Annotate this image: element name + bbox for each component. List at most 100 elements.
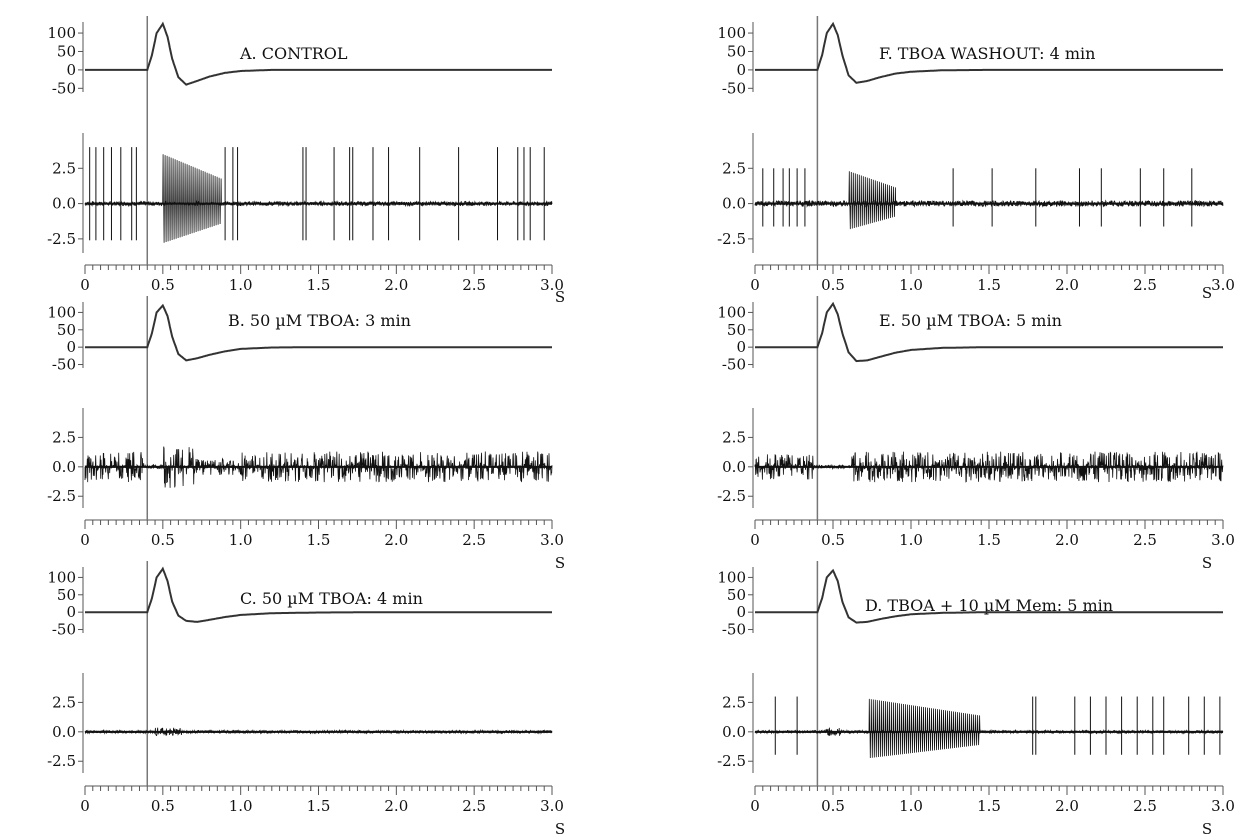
lower-y-tick-label: 0.0 xyxy=(52,723,76,741)
upper-y-tick-label: -50 xyxy=(722,356,746,374)
panel-title: B. 50 µM TBOA: 3 min xyxy=(228,311,411,330)
upper-y-tick-label: 50 xyxy=(727,42,746,60)
x-tick-label: 2.5 xyxy=(1133,797,1157,815)
x-tick-label: 2.5 xyxy=(462,531,486,549)
upper-y-tick-label: 0 xyxy=(66,61,76,79)
lower-y-tick-label: -2.5 xyxy=(717,487,746,505)
x-tick-label: 0 xyxy=(80,797,90,815)
panel-title: F. TBOA WASHOUT: 4 min xyxy=(879,44,1095,63)
panel-title: A. CONTROL xyxy=(239,44,348,63)
x-tick-label: 3.0 xyxy=(540,276,564,294)
x-tick-label: 1.5 xyxy=(977,797,1001,815)
spike-trace xyxy=(84,446,553,488)
upper-y-tick-label: 100 xyxy=(717,24,746,42)
field-potential-trace xyxy=(85,566,552,623)
lower-y-tick-label: -2.5 xyxy=(717,752,746,770)
x-tick-label: 1.5 xyxy=(977,531,1001,549)
field-potential-trace xyxy=(755,21,1223,84)
x-tick-label: 0 xyxy=(750,531,760,549)
upper-y-tick-label: -50 xyxy=(722,621,746,639)
x-tick-label: 0 xyxy=(750,276,760,294)
x-tick-label: 3.0 xyxy=(540,531,564,549)
upper-y-tick-label: 100 xyxy=(717,568,746,586)
upper-y-tick-label: -50 xyxy=(722,79,746,97)
upper-y-tick-label: 50 xyxy=(727,321,746,339)
x-tick-label: 0.5 xyxy=(821,531,845,549)
x-tick-label: 0.5 xyxy=(151,797,175,815)
upper-y-tick-label: 0 xyxy=(66,338,76,356)
x-tick-label: 1.5 xyxy=(307,531,331,549)
x-tick-label: 2.0 xyxy=(1055,531,1079,549)
lower-y-tick-label: 0.0 xyxy=(722,723,746,741)
spike-trace xyxy=(754,171,1224,230)
upper-y-tick-label: 50 xyxy=(57,321,76,339)
lower-y-tick-label: -2.5 xyxy=(47,230,76,248)
lower-y-tick-label: -2.5 xyxy=(47,752,76,770)
upper-y-tick-label: -50 xyxy=(52,621,76,639)
x-tick-label: 0.5 xyxy=(151,276,175,294)
lower-y-tick-label: 0.0 xyxy=(52,458,76,476)
x-tick-label: 1.0 xyxy=(899,276,923,294)
upper-y-tick-label: 100 xyxy=(47,24,76,42)
x-tick-label: 2.0 xyxy=(1055,797,1079,815)
spike-trace xyxy=(754,451,1224,483)
panel-title: E. 50 µM TBOA: 5 min xyxy=(879,311,1062,330)
x-tick-label: 1.0 xyxy=(229,797,253,815)
x-tick-label: 0 xyxy=(80,276,90,294)
x-tick-label: 2.0 xyxy=(384,276,408,294)
x-tick-label: 3.0 xyxy=(1211,797,1235,815)
x-axis-label: S xyxy=(1202,820,1212,838)
x-tick-label: 1.0 xyxy=(899,531,923,549)
x-tick-label: 1.5 xyxy=(307,276,331,294)
x-tick-label: 3.0 xyxy=(1211,531,1235,549)
x-tick-label: 2.5 xyxy=(1133,276,1157,294)
x-tick-label: 2.5 xyxy=(462,797,486,815)
x-tick-label: 2.0 xyxy=(384,531,408,549)
lower-y-tick-label: 2.5 xyxy=(722,428,746,446)
upper-y-tick-label: 0 xyxy=(66,603,76,621)
upper-y-tick-label: 50 xyxy=(57,42,76,60)
lower-y-tick-label: 2.5 xyxy=(722,693,746,711)
x-tick-label: 3.0 xyxy=(1211,276,1235,294)
field-potential-trace xyxy=(85,303,552,362)
x-tick-label: 0 xyxy=(80,531,90,549)
x-tick-label: 2.5 xyxy=(462,276,486,294)
field-potential-trace xyxy=(85,21,552,86)
x-tick-label: 1.0 xyxy=(229,531,253,549)
field-potential-trace xyxy=(755,568,1223,624)
lower-y-tick-label: 0.0 xyxy=(52,195,76,213)
x-axis-label: S xyxy=(555,288,565,306)
upper-y-tick-label: -50 xyxy=(52,79,76,97)
x-tick-label: 2.0 xyxy=(384,797,408,815)
lower-y-tick-label: 2.5 xyxy=(52,693,76,711)
upper-y-tick-label: 100 xyxy=(47,568,76,586)
x-axis-label: S xyxy=(555,554,565,572)
upper-y-tick-label: 50 xyxy=(727,586,746,604)
upper-y-tick-label: 100 xyxy=(47,303,76,321)
lower-y-tick-label: -2.5 xyxy=(717,230,746,248)
x-tick-label: 1.0 xyxy=(899,797,923,815)
panel-title: C. 50 µM TBOA: 4 min xyxy=(240,589,423,608)
lower-y-tick-label: 0.0 xyxy=(722,458,746,476)
upper-y-tick-label: 100 xyxy=(717,303,746,321)
upper-y-tick-label: 0 xyxy=(736,603,746,621)
x-tick-label: 2.0 xyxy=(1055,276,1079,294)
x-tick-label: 1.5 xyxy=(307,797,331,815)
lower-y-tick-label: 2.5 xyxy=(722,159,746,177)
lower-y-tick-label: 2.5 xyxy=(52,428,76,446)
upper-y-tick-label: -50 xyxy=(52,356,76,374)
upper-y-tick-label: 0 xyxy=(736,61,746,79)
x-tick-label: 2.5 xyxy=(1133,531,1157,549)
lower-y-tick-label: 0.0 xyxy=(722,195,746,213)
upper-y-tick-label: 50 xyxy=(57,586,76,604)
x-tick-label: 0.5 xyxy=(151,531,175,549)
x-tick-label: 0 xyxy=(750,797,760,815)
spike-trace xyxy=(84,154,553,243)
x-tick-label: 0.5 xyxy=(821,276,845,294)
